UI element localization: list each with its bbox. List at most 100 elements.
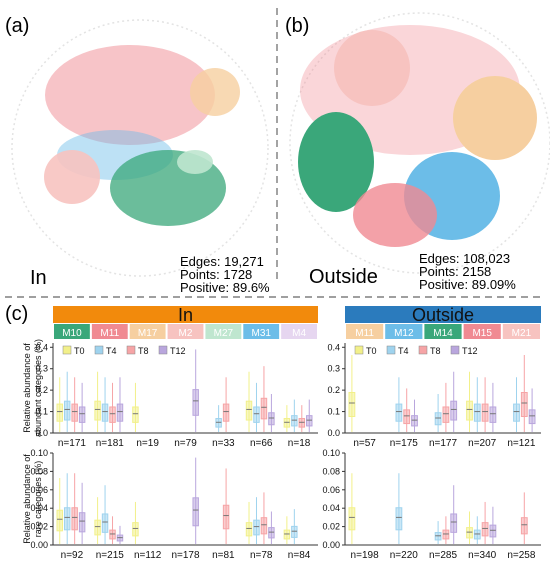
box-m12-t12 (411, 415, 418, 427)
y-axis-label: Relative abundance of (22, 454, 32, 544)
sample-size-label: n=84 (288, 550, 311, 561)
y-tick-label: 0.10 (322, 448, 340, 458)
panel-a-label: In (30, 267, 47, 289)
box-m4-t4 (291, 525, 298, 538)
y-tick-label: 0.00 (30, 540, 48, 550)
legend-label-t4: T4 (398, 346, 409, 356)
legend-label-t8: T8 (138, 346, 149, 356)
panel-c-letter: (c) (5, 303, 28, 325)
y-tick-label: 0.0 (35, 428, 48, 438)
box-m31-t12 (268, 412, 275, 426)
module-tag-label: M27 (214, 328, 234, 339)
box-m21-t4 (513, 403, 520, 422)
box-m12-t4 (395, 403, 403, 422)
y-tick-label: 0.2 (327, 385, 340, 395)
box-m2-t12 (192, 497, 199, 527)
module-mint-cluster (177, 150, 213, 174)
panel-a-points: Points: 1728 (180, 267, 252, 282)
box-m31-t4 (253, 406, 260, 423)
legend-label-t0: T0 (74, 346, 85, 356)
module-peach-cluster (190, 68, 240, 116)
box-m12-t8 (403, 409, 411, 425)
sample-size-label: n=181 (96, 438, 125, 449)
box-charts: In M10 M11 M17 M2 M27 M31 M4 0.0 0.1 0.2 0.3 0.4 T0 T4… (22, 305, 541, 561)
legend-label-t12: T12 (170, 346, 186, 356)
sample-size-label: n=66 (250, 438, 273, 449)
box-m14-t12 (450, 400, 458, 421)
group-title-in: In (178, 305, 193, 325)
box-m11-t0 (348, 392, 356, 417)
y-tick-label: 0.02 (30, 522, 48, 532)
network-b (289, 12, 550, 274)
panel-b-label: Outside (309, 266, 378, 288)
box-m15-t8 (481, 522, 489, 537)
y-tick-label: 0.04 (322, 503, 340, 513)
y-tick-label: 0.3 (35, 364, 48, 374)
module-tag-label: M21 (512, 328, 532, 339)
y-tick-label: 0.4 (35, 342, 48, 352)
module-tag-label: M12 (394, 328, 414, 339)
box-m10-t0 (56, 509, 63, 532)
y-tick-label: 0.0 (327, 428, 340, 438)
sample-size-label: n=177 (429, 438, 458, 449)
panel-b-letter: (b) (285, 15, 309, 37)
box-m10-t8 (71, 403, 78, 422)
y-tick-label: 0.10 (30, 448, 48, 458)
y-tick-label: 0.08 (322, 466, 340, 476)
group-header-in (53, 306, 318, 323)
y-tick-label: 0.06 (30, 485, 48, 495)
sample-size-label: n=340 (468, 550, 497, 561)
legend-swatch-t4 (386, 345, 396, 355)
module-tag-label: M17 (138, 328, 158, 339)
box-m15-t0 (466, 527, 473, 539)
box-m11-t8 (109, 529, 116, 540)
legend-label-t8: T8 (430, 346, 441, 356)
module-pink-cluster-b (353, 183, 437, 247)
box-m14-t8 (442, 529, 450, 540)
module-tag-m21 (502, 324, 540, 339)
box-m4-t4 (291, 415, 298, 427)
module-tag-m2 (167, 324, 204, 339)
module-tag-m27 (205, 324, 242, 339)
box-m10-t0 (56, 403, 63, 422)
box-m27-t8 (222, 403, 230, 422)
module-tag-m10 (54, 324, 90, 339)
legend-swatch-t12 (450, 345, 460, 355)
box-m21-t8 (520, 517, 528, 535)
sample-size-label: n=19 (136, 438, 159, 449)
module-tag-m4 (281, 324, 317, 339)
y-tick-label: 0.06 (322, 485, 340, 495)
y-tick-label: 0.08 (30, 466, 48, 476)
module-tag-label: M15 (472, 328, 492, 339)
sample-size-label: n=178 (171, 550, 200, 561)
y-tick-label: 0.00 (322, 540, 340, 550)
sample-size-label: n=215 (96, 550, 125, 561)
sample-size-label: n=79 (174, 438, 197, 449)
module-tag-m31 (243, 324, 280, 339)
box-m31-t0 (245, 522, 253, 537)
module-tag-m15 (463, 324, 501, 339)
box-m14-t8 (442, 406, 450, 423)
legend-swatch-t12 (158, 345, 168, 355)
box-m2-t12 (192, 389, 199, 416)
box-m21-t12 (528, 409, 536, 425)
module-tag-label: M10 (62, 328, 82, 339)
sample-size-label: n=112 (134, 550, 162, 561)
box-m4-t12 (306, 415, 313, 427)
sample-size-label: n=220 (390, 550, 419, 561)
box-m11-t12 (116, 403, 124, 422)
sample-size-label: n=175 (390, 438, 419, 449)
box-m31-t0 (245, 400, 253, 421)
box-m31-t8 (260, 397, 268, 420)
sample-size-label: n=258 (507, 550, 536, 561)
box-m31-t4 (253, 519, 260, 536)
panel-b-edges: Edges: 108,023 (419, 251, 510, 266)
module-tag-label: M31 (251, 328, 271, 339)
module-tag-m11 (91, 324, 128, 339)
box-m14-t12 (450, 513, 458, 533)
legend-label-t0: T0 (366, 346, 377, 356)
module-green-cluster-b (298, 112, 374, 212)
y-axis-label: rare categories (%) (33, 461, 43, 538)
module-tag-m14 (424, 324, 462, 339)
group-header-outside (345, 306, 541, 323)
